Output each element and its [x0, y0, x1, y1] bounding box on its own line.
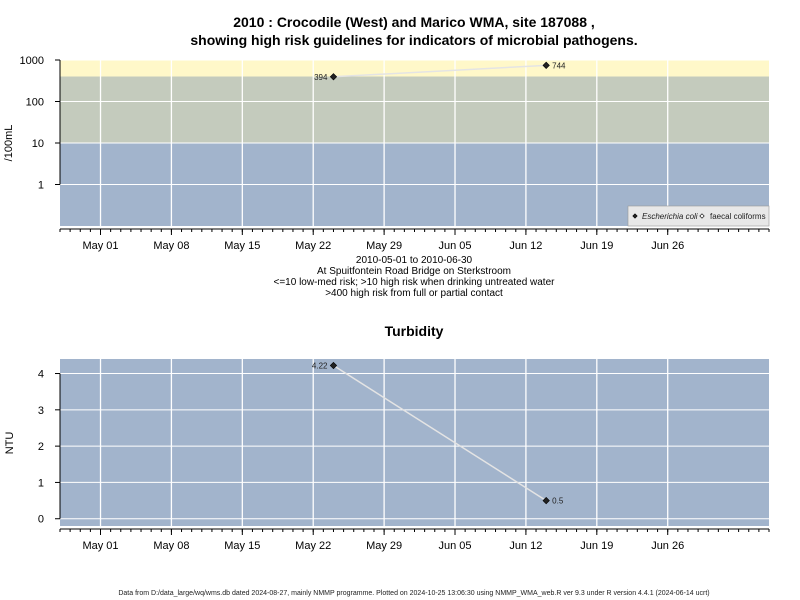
caption-line-4: >400 high risk from full or partial cont…	[325, 288, 503, 299]
bottom-y-tick-label: 2	[38, 441, 44, 453]
bottom-x-tick-label: May 08	[153, 540, 189, 552]
top-x-tick-label: Jun 05	[438, 240, 471, 252]
top-x-tick-label: Jun 12	[509, 240, 542, 252]
bottom-y-tick-label: 4	[38, 369, 44, 381]
top-x-tick-label: Jun 19	[580, 240, 613, 252]
caption-line-3: <=10 low-med risk; >10 high risk when dr…	[274, 277, 556, 288]
turbidity-data-label: 4.22	[312, 362, 328, 371]
bottom-plot-background	[60, 359, 769, 526]
chart-title-line1: 2010 : Crocodile (West) and Marico WMA, …	[233, 14, 595, 30]
top-y-axis-label: /100mL	[3, 125, 15, 162]
caption-line-2: At Spuitfontein Road Bridge on Sterkstro…	[317, 266, 511, 277]
ecoli-point	[542, 61, 550, 69]
legend-faecal-marker	[699, 213, 705, 219]
top-x-tick-label: Jun 26	[651, 240, 684, 252]
bottom-y-tick-label: 3	[38, 405, 44, 417]
bottom-x-tick-label: May 15	[224, 540, 260, 552]
top-y-tick-label: 1	[38, 180, 44, 192]
top-x-tick-label: May 15	[224, 240, 260, 252]
ecoli-data-label: 744	[552, 61, 566, 70]
bottom-x-tick-label: Jun 12	[509, 540, 542, 552]
turbidity-point	[329, 361, 338, 370]
top-y-tick-label: 1000	[20, 55, 44, 67]
bottom-x-tick-label: May 22	[295, 540, 331, 552]
turbidity-point	[542, 496, 550, 505]
ecoli-point	[329, 73, 338, 81]
legend-ecoli-label: Escherichia coli	[642, 212, 698, 221]
top-x-tick-label: May 29	[366, 240, 402, 252]
bottom-plot-panel: 0 1 2 3 4 May 01 May 08 May 15 May 22 May 29 Jun 0…	[38, 359, 770, 552]
top-plot-panel: 1000 100 10 1 May 01 May 08 May 15 May 22 May 29…	[20, 55, 770, 252]
risk-band	[60, 76, 769, 143]
legend-box	[627, 205, 770, 227]
bottom-x-tick-label: May 01	[82, 540, 118, 552]
top-x-tick-label: May 01	[82, 240, 118, 252]
legend-ecoli-marker	[632, 213, 638, 219]
bottom-y-axis-label: NTU	[4, 432, 16, 455]
bottom-y-tick-label: 1	[38, 477, 44, 489]
top-y-tick-label: 10	[32, 138, 44, 150]
bottom-x-tick-label: Jun 05	[438, 540, 471, 552]
bottom-y-tick-label: 0	[38, 514, 44, 526]
ecoli-data-label: 394	[314, 73, 328, 82]
ecoli-connector-line	[333, 64, 547, 78]
turbidity-line	[333, 364, 547, 502]
bottom-x-tick-label: Jun 19	[580, 540, 613, 552]
top-y-tick-label: 100	[26, 97, 44, 109]
top-legend: Escherichia coli faecal coliforms	[627, 205, 770, 227]
chart-title-line2: showing high risk guidelines for indicat…	[190, 32, 637, 48]
caption-line-1: 2010-05-01 to 2010-06-30	[356, 255, 473, 266]
top-x-tick-label: May 22	[295, 240, 331, 252]
bottom-x-tick-label: Jun 26	[651, 540, 684, 552]
risk-band	[60, 60, 769, 77]
turbidity-title: Turbidity	[385, 323, 444, 339]
legend-faecal-label: faecal coliforms	[710, 212, 766, 221]
turbidity-data-label: 0.5	[552, 497, 564, 506]
bottom-x-tick-label: May 29	[366, 540, 402, 552]
footer-note: Data from D:/data_large/wq/wms.db dated …	[118, 590, 709, 597]
top-x-tick-label: May 08	[153, 240, 189, 252]
